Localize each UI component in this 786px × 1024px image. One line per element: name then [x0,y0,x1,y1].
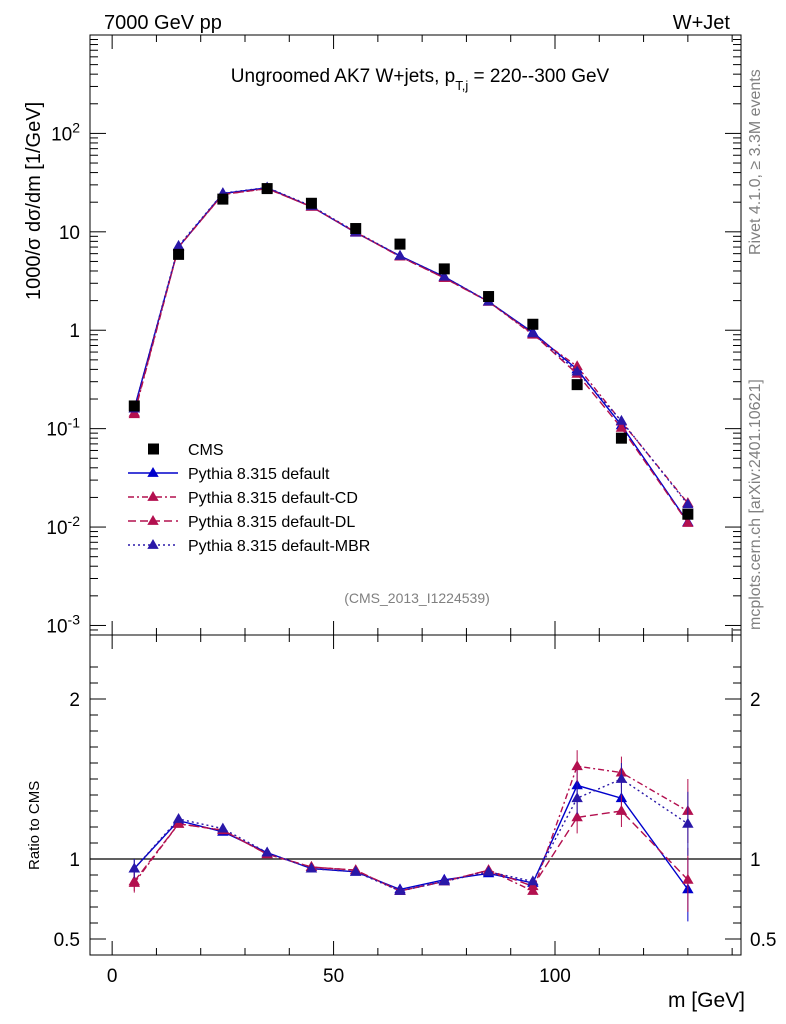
x-tick-label: 50 [323,966,344,987]
y-tick-label: 10-3 [46,611,80,637]
series-point-ratio [615,805,628,815]
y-axis-label-ratio: Ratio to CMS [26,781,43,870]
series-point-ratio [571,792,583,803]
data-point [394,238,406,250]
x-tick-label: 0 [107,966,118,987]
legend-marker [148,443,159,455]
x-axis-label: m [GeV] [668,989,745,1012]
legend-label: CMS [188,442,224,459]
series-point-main [615,421,628,432]
y-tick-label: 10-2 [46,513,80,539]
ratio-tick-label: 2 [69,690,80,711]
data-point [350,223,362,235]
series-point-main [172,239,185,250]
data-point [615,432,627,444]
data-point [261,183,273,195]
series-point-ratio [615,773,628,783]
series-point-main [615,414,628,425]
chart-title: Ungroomed AK7 W+jets, pT,j = 220--300 Ge… [231,66,610,93]
series-line-ratio [133,765,689,892]
series-point-main [571,365,583,376]
y-tick-label: 102 [51,119,80,145]
series-point-ratio [482,865,495,876]
series-point-ratio [128,875,140,886]
data-point [682,508,694,520]
series-point-main [682,498,694,509]
legend-entry-4: Pythia 8.315 default-MBR [128,538,370,555]
legend-marker [147,467,159,477]
data-point [438,263,450,275]
title-rest: = 220--300 GeV [468,66,609,87]
series-point-main [682,516,694,527]
title-subscript: T,j [455,78,468,93]
series-line-ratio [133,810,689,892]
series-point-main [394,249,406,260]
series-layer [128,181,694,922]
legend-label: Pythia 8.315 default-CD [188,490,358,507]
legend-label: Pythia 8.315 default-DL [188,514,355,531]
y-tick-label: 10 [59,223,80,244]
series-point-main [527,327,539,338]
series-point-ratio [527,875,539,886]
series-4 [128,181,694,895]
data-point [483,291,495,303]
data-point [305,197,317,209]
data-point [217,193,229,205]
data-point [571,379,583,391]
legend-label: Pythia 8.315 default-MBR [188,538,370,555]
series-point-ratio [682,873,694,884]
data-cms [128,183,694,520]
series-point-ratio [128,862,140,873]
ratio-tick-label-right: 0.5 [750,930,776,951]
legend-entry-3: Pythia 8.315 default-DL [128,514,355,531]
mcplots-label: mcplots.cern.ch [arXiv:2401.10621] [747,379,764,630]
series-point-ratio [571,760,583,771]
legend-label: Pythia 8.315 default [188,466,330,483]
series-point-ratio [394,885,406,895]
series-line-ratio [133,778,689,892]
series-point-main [438,270,450,281]
header-left: 7000 GeV pp [104,12,222,34]
series-line-ratio [133,784,689,891]
x-tick-label: 100 [539,966,571,987]
ratio-tick-label-right: 2 [750,690,761,711]
y-tick-label: 10-1 [46,415,80,441]
series-point-main [571,360,583,371]
legend-marker [147,491,159,501]
legend-marker [147,539,159,549]
y-tick-label: 1 [69,321,80,342]
series-point-ratio [261,846,273,857]
axis-ticks: 0 50 100 10-3 10-2 10-1 1 10 102 0.5 0.5 1 1 2 2 [46,35,776,987]
ratio-tick-label: 0.5 [54,930,80,951]
legend-entry-1: Pythia 8.315 default [128,466,330,483]
ratio-tick-label: 1 [69,850,80,871]
header-right: W+Jet [673,12,731,34]
data-point [527,318,539,330]
title-main: Ungroomed AK7 W+jets, p [231,66,455,87]
series-point-ratio [172,813,185,823]
legend-marker [147,515,159,525]
series-point-ratio [682,817,694,828]
legend: CMS Pythia 8.315 default Pythia 8.315 defa… [128,442,370,555]
series-point-ratio [350,865,362,876]
data-point [173,248,185,260]
ratio-tick-label-right: 1 [750,850,761,871]
legend-entry-data: CMS [148,442,224,459]
ratio-plot-frame [89,634,742,956]
data-point [128,400,140,412]
analysis-id: (CMS_2013_I1224539) [344,590,490,606]
series-point-ratio [571,811,583,822]
series-point-ratio [305,862,318,873]
legend-entry-2: Pythia 8.315 default-CD [128,490,358,507]
rivet-label: Rivet 4.1.0, ≥ 3.3M events [747,69,764,255]
series-point-ratio [438,875,450,886]
series-point-ratio [217,822,229,833]
y-axis-label-main: 1000/σ dσ/dm [1/GeV] [23,102,45,300]
